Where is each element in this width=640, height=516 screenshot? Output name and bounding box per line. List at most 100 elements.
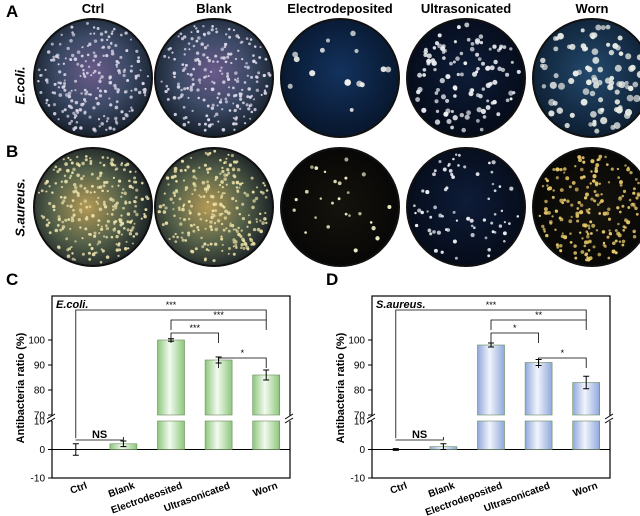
colony-dot: [553, 46, 559, 52]
colony-dot: [493, 59, 498, 65]
colony-dot: [314, 216, 317, 219]
colony-dot: [578, 231, 582, 234]
colony-dot: [246, 74, 250, 78]
colony-dot: [52, 103, 57, 107]
colony-dot: [130, 89, 133, 92]
colony-dot: [231, 86, 235, 90]
colony-dot: [601, 230, 606, 234]
colony-dot: [50, 42, 54, 46]
colony-dot: [105, 255, 110, 259]
colony-dot: [617, 222, 620, 226]
colony-dot: [577, 155, 581, 159]
colony-dot: [232, 169, 235, 172]
plate-saureus-worn: [532, 147, 640, 267]
colony-dot: [93, 54, 98, 58]
colony-dot: [219, 172, 222, 175]
colony-dot: [84, 155, 88, 158]
colony-dot: [582, 88, 590, 95]
colony-dot: [614, 99, 620, 105]
colony-dot: [257, 71, 261, 75]
colony-dot: [129, 38, 133, 41]
colony-dot: [227, 171, 231, 175]
colony-dot: [66, 248, 70, 252]
colony-dot: [563, 171, 566, 174]
colony-dot: [591, 48, 599, 56]
colony-dot: [207, 249, 210, 252]
colony-dot: [600, 193, 603, 196]
colony-dot: [114, 120, 118, 123]
colony-dot: [74, 100, 79, 105]
colony-dot: [251, 205, 255, 210]
colony-dot: [97, 118, 101, 121]
y-tick-label: 90: [354, 361, 366, 372]
significance-bracket: [170, 332, 219, 343]
colony-dot: [180, 159, 185, 163]
colony-dot: [551, 215, 554, 218]
colony-dot: [624, 218, 628, 223]
colony-dot: [234, 78, 237, 81]
colony-dot: [261, 191, 265, 195]
colony-dot: [123, 191, 127, 196]
colony-dot: [354, 48, 359, 54]
colony-dot: [126, 78, 130, 83]
colony-dot: [125, 114, 129, 118]
colony-dot: [133, 222, 136, 225]
colony-dot: [163, 54, 167, 58]
colony-dot: [118, 218, 122, 222]
colony-dot: [602, 241, 606, 245]
colony-dot: [242, 239, 246, 243]
colony-dot: [202, 53, 206, 57]
colony-dot: [607, 181, 611, 184]
colony-dot: [99, 61, 102, 64]
colony-dot: [621, 239, 626, 244]
colony-dot: [183, 87, 187, 91]
colony-dot: [265, 84, 269, 88]
colony-dot: [189, 224, 193, 227]
colony-dot: [472, 226, 476, 230]
colony-dot: [544, 177, 548, 181]
colony-dot: [40, 189, 44, 193]
colony-dot: [253, 108, 257, 112]
colony-dot: [235, 186, 239, 189]
colony-dot: [167, 87, 170, 91]
colony-dot: [93, 190, 96, 194]
colony-dot: [227, 27, 231, 31]
colony-dot: [260, 93, 263, 96]
colony-dot: [125, 49, 129, 53]
colony-dot: [67, 156, 70, 160]
colony-dot: [64, 162, 68, 166]
colony-dot: [220, 235, 223, 238]
y-axis-label: Antibacteria ratio (%): [335, 332, 347, 443]
colony-dot: [594, 182, 599, 187]
colony-dot: [579, 203, 584, 208]
colony-dot: [79, 74, 82, 78]
colony-dot: [68, 176, 72, 180]
colony-dot: [203, 258, 207, 262]
colony-dot: [79, 226, 82, 229]
colony-dot: [71, 171, 74, 175]
colony-dot: [546, 184, 549, 187]
colony-dot: [213, 149, 217, 153]
plate-ecoli-blank: [154, 18, 274, 138]
colony-dot: [174, 240, 178, 244]
colony-dot: [469, 218, 474, 223]
colony-dot: [132, 180, 136, 184]
colony-dot: [99, 77, 102, 80]
colony-dot: [53, 82, 57, 86]
colony-dot: [433, 248, 438, 253]
colony-dot: [165, 176, 170, 180]
colony-dot: [632, 191, 636, 195]
colony-dot: [230, 224, 235, 228]
colony-dot: [220, 47, 225, 51]
colony-dot: [617, 176, 621, 179]
colony-dot: [452, 157, 455, 161]
colony-dot: [112, 176, 116, 180]
colony-dot: [637, 181, 640, 185]
colony-dot: [82, 174, 85, 178]
colony-dot: [586, 79, 592, 86]
colony-dot: [218, 183, 222, 187]
colony-dot: [223, 42, 228, 47]
colony-dot: [451, 175, 455, 179]
colony-dot: [559, 244, 563, 248]
colony-dot: [125, 240, 128, 243]
